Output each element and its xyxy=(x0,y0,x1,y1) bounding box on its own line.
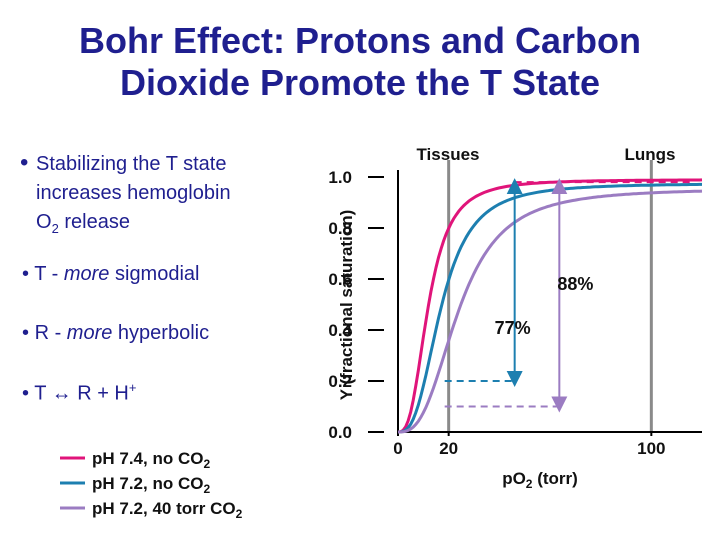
bullet-4: • T ↔ R + H+ xyxy=(22,380,137,405)
y-tick-label: 0.4 xyxy=(328,321,352,340)
y-tick-label: 0.0 xyxy=(328,423,352,442)
lungs-label: Lungs xyxy=(625,145,676,164)
bullet-marker: • xyxy=(20,149,29,176)
bullet-marker: • xyxy=(22,382,30,405)
x-tick-label: 20 xyxy=(439,439,458,458)
y-tick-label: 1.0 xyxy=(328,168,352,187)
series-line-2 xyxy=(397,182,702,434)
x-tick-label: 0 xyxy=(393,439,402,458)
label-77: 77% xyxy=(495,318,531,338)
y-tick-label: 0.2 xyxy=(328,372,352,391)
series-line-3 xyxy=(398,189,703,434)
bullet-marker: • xyxy=(22,322,30,344)
page-title: Bohr Effect: Protons and Carbon Dioxide … xyxy=(20,20,700,104)
bullet-1-line-1: Stabilizing the T state xyxy=(36,153,227,175)
bullet-1-line-3: O2 release xyxy=(36,211,130,236)
tissues-label: Tissues xyxy=(416,145,479,164)
x-axis-label: pO2 (torr) xyxy=(502,469,578,491)
legend-label-3: pH 7.2, 40 torr CO2 xyxy=(92,499,243,521)
series-line-1 xyxy=(397,178,703,434)
bullet-1: • Stabilizing the T state increases hemo… xyxy=(20,149,322,243)
legend-label-1: pH 7.4, no CO2 xyxy=(92,449,210,471)
bullet-marker: • xyxy=(22,263,30,285)
legend-label-2: pH 7.2, no CO2 xyxy=(92,474,210,496)
bullet-2: • T - more sigmodial xyxy=(22,263,200,285)
label-88: 88% xyxy=(557,274,593,294)
bullet-3: • R - more hyperbolic xyxy=(22,322,210,344)
x-tick-label: 100 xyxy=(637,439,665,458)
bullet-1-line-2: increases hemoglobin xyxy=(36,182,231,204)
y-tick-label: 0.8 xyxy=(328,219,352,238)
y-axis-label: Y (fractional saturation) xyxy=(337,210,356,401)
title-line-2: Dioxide Promote the T State xyxy=(119,62,601,103)
title-line-1: Bohr Effect: Protons and Carbon xyxy=(78,20,641,61)
y-tick-label: 0.6 xyxy=(328,270,352,289)
